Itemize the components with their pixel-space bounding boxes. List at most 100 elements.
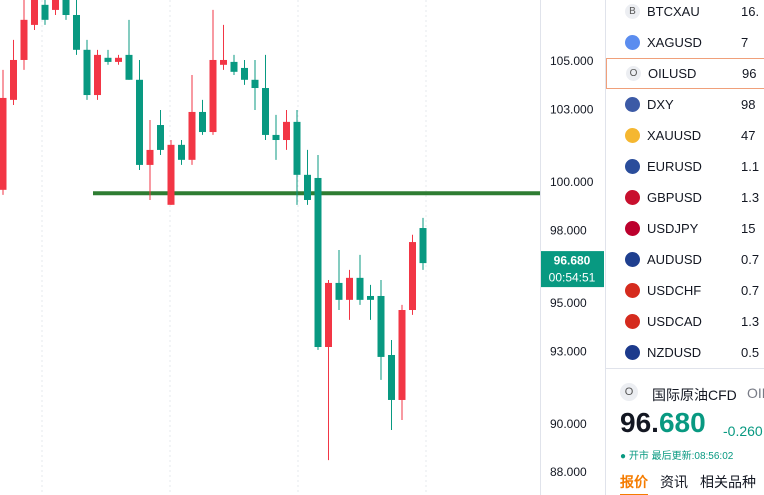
symbol-value: 96 [742,66,757,81]
detail-change: -0.260 [723,423,763,439]
watchlist-row[interactable]: AUDUSD 0.7 [606,244,764,275]
candle-body [188,111,196,160]
symbol-value: 47 [741,128,756,143]
symbol: NZDUSD [647,345,702,360]
updated: 最后更新:08:56:02 [651,451,734,462]
candle-body [356,277,364,300]
y-tick-label: 98.000 [550,223,587,237]
symbol-value: 1.1 [741,159,760,174]
symbol-value: 0.5 [741,345,760,360]
candle-body [325,282,332,348]
candle-body [62,0,70,15]
symbol: USDJPY [647,221,699,236]
candle-body [293,121,301,175]
watchlist-row[interactable]: DXY 98 [606,89,764,120]
y-tick-label: 90.000 [550,417,587,431]
candle-body [167,144,175,205]
candle-body [199,111,206,133]
symbol-icon [625,190,640,205]
candle-body [419,228,427,264]
symbol: USDCAD [647,314,702,329]
candle-body [146,149,154,165]
candle-body [377,295,385,357]
symbol-icon: O [626,66,641,81]
y-tick-label: 93.000 [550,344,587,358]
watchlist-row[interactable]: USDCAD 1.3 [606,306,764,337]
price-tag [541,251,604,288]
candle-body [409,242,416,311]
watchlist-row[interactable]: EURUSD 1.1 [606,151,764,182]
candle-body [31,0,38,25]
tab[interactable]: 相关品种 [700,474,756,490]
candle-body [209,59,217,133]
symbol: USDCHF [647,283,702,298]
candle-body [283,121,290,141]
symbol-value: 7 [741,35,749,50]
candle-body [157,125,164,150]
candle-body [241,67,248,80]
detail-icon[interactable]: O [620,383,638,401]
candle-body [104,57,112,62]
candle-body [136,79,143,165]
detail-code: OIL [747,385,764,401]
symbol-icon [625,128,640,143]
watchlist-row[interactable]: USDJPY 15 [606,213,764,244]
symbol-icon [625,159,640,174]
symbol-value: 1.3 [741,190,760,205]
watchlist-row[interactable]: GBPUSD 1.3 [606,182,764,213]
symbol: AUDUSD [647,252,702,267]
watchlist-row[interactable]: USDCHF 0.7 [606,275,764,306]
price-tag-label: 96.680 [554,253,591,267]
side-panel: B BTCXAU 16. XAGUSD 7 O OILUSD 96 DXY 98 XAUUSD 47 E… [605,0,764,495]
candle-body [230,61,238,72]
symbol-icon [625,252,640,267]
symbol-icon [625,221,640,236]
tab[interactable]: 报价 [620,472,648,495]
symbol-value: 16. [741,4,760,19]
candle-body [83,49,91,96]
status-line: ● 开市 最后更新:08:56:02 [620,451,734,462]
watchlist-row[interactable]: XAGUSD 7 [606,27,764,58]
candle-body [178,144,185,160]
candle-body [94,54,101,96]
candle-body [335,282,343,300]
watchlist-row[interactable]: B BTCXAU 16. [606,0,764,27]
tab[interactable]: 资讯 [660,474,688,490]
symbol: GBPUSD [647,190,702,205]
symbol-value: 0.7 [741,252,760,267]
symbol: OILUSD [648,66,697,81]
y-tick-label: 103.000 [550,102,594,116]
symbol: DXY [647,97,674,112]
watchlist-row[interactable]: O OILUSD 96 [606,58,764,89]
candle-body [314,177,322,348]
price-int: 96. [620,407,659,438]
symbol-value: 1.3 [741,314,760,329]
symbol: XAGUSD [647,35,702,50]
countdown-label: 00:54:51 [549,270,596,284]
symbol-icon [625,345,640,360]
symbol-icon [625,283,640,298]
candle-body [115,57,122,62]
candle-body [10,59,17,100]
symbol: BTCXAU [647,4,700,19]
detail-name: 国际原油CFD [652,387,737,403]
price-dec: 680 [658,407,706,438]
symbol-icon [625,97,640,112]
candle-body [398,310,406,400]
symbol-icon [625,35,640,50]
y-tick-label: 105.000 [550,54,594,68]
symbol-value: 98 [741,97,756,112]
candle-body [73,14,80,50]
symbol-detail: O 国际原油CFD OIL 96.680 -0.260 ● 开市 最后更新:08… [606,368,764,495]
symbol: XAUUSD [647,128,702,143]
symbol-value: 0.7 [741,283,760,298]
candle-body [367,295,374,300]
watchlist-row[interactable]: NZDUSD 0.5 [606,337,764,368]
y-tick-label: 88.000 [550,465,587,479]
y-tick-label: 100.000 [550,175,594,189]
candle-body [262,88,269,135]
y-tick-label: 95.000 [550,296,587,310]
watchlist-row[interactable]: XAUUSD 47 [606,120,764,151]
candle-body [388,354,395,400]
